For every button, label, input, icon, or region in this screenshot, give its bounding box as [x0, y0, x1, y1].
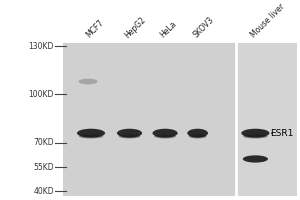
Text: 130KD: 130KD: [28, 42, 54, 51]
Ellipse shape: [187, 129, 208, 138]
Text: 70KD: 70KD: [33, 138, 54, 147]
Text: SKOV3: SKOV3: [191, 15, 215, 40]
Ellipse shape: [154, 134, 176, 138]
Ellipse shape: [78, 79, 98, 84]
Ellipse shape: [77, 129, 105, 138]
Ellipse shape: [241, 129, 269, 138]
Ellipse shape: [152, 129, 178, 138]
Text: ESR1: ESR1: [270, 129, 294, 138]
Bar: [63, 43, 236, 196]
Text: 40KD: 40KD: [33, 187, 54, 196]
Ellipse shape: [243, 134, 267, 138]
Ellipse shape: [243, 155, 268, 163]
Ellipse shape: [117, 129, 142, 138]
Ellipse shape: [79, 134, 103, 138]
Bar: [236, 43, 297, 196]
Text: HepG2: HepG2: [123, 15, 148, 40]
Text: Mouse liver: Mouse liver: [249, 2, 286, 40]
Text: HeLa: HeLa: [159, 20, 179, 40]
Text: 100KD: 100KD: [28, 90, 54, 99]
Text: 55KD: 55KD: [33, 163, 54, 172]
Ellipse shape: [119, 134, 140, 138]
Text: MCF7: MCF7: [85, 18, 106, 40]
Ellipse shape: [189, 134, 206, 138]
